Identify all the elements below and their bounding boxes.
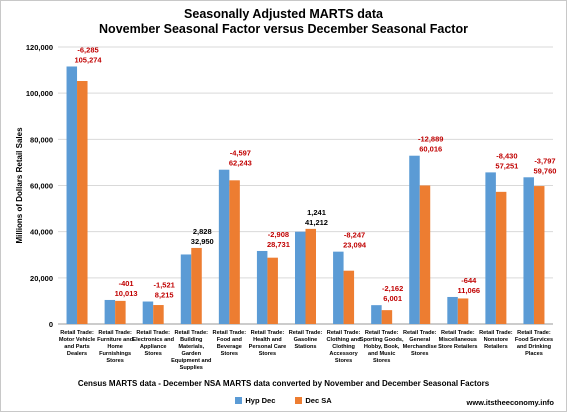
data-label-diff: -8,247 [344,231,365,240]
y-tick-label: 40,000 [30,228,53,237]
y-tick-label: 0 [49,320,53,329]
legend-label-dec-sa: Dec SA [305,396,332,405]
bar-dec-sa [457,298,469,324]
data-label-value: 6,001 [383,294,402,303]
data-label-diff: -6,285 [77,45,98,54]
y-axis-title: Millions of Dollars Retail Sales [15,127,24,244]
bar-dec-sa [533,186,545,324]
data-label-diff: -401 [119,279,134,288]
bar-dec-sa [191,247,202,324]
x-tick-label: Retail Trade: Clothing and Clothing Accesso… [326,330,361,364]
bar-dec-sa [115,300,126,324]
data-label-value: 8,215 [155,291,174,300]
bar-dec-sa [343,270,355,324]
bar-hyp-dec [218,169,230,324]
data-label-diff: -4,597 [230,149,251,158]
data-label-diff: -8,430 [496,151,517,160]
legend-swatch-dec-sa [295,397,303,404]
bar-dec-sa [229,180,240,324]
x-tick-label: Retail Trade: Health and Personal Care Stor… [249,330,287,357]
x-tick-label: Retail Trade: Food and Beverage Stores [213,330,247,357]
data-label-value: 59,760 [533,166,556,175]
bar-hyp-dec [485,172,496,324]
data-label-diff: 1,241 [307,208,326,217]
x-tick-label: Retail Trade: General Merchandise Stores [403,330,437,357]
data-label-diff: -3,797 [534,156,555,165]
bar-hyp-dec [409,155,420,324]
x-tick-label: Retail Trade: Gasoline Stations [289,330,323,350]
bar-hyp-dec [295,231,306,324]
x-tick-label: Retail Trade: Nonstore Retailers [479,330,513,350]
legend-item-dec-sa: Dec SA [295,396,332,405]
data-label-diff: -12,889 [418,135,443,144]
bar-hyp-dec [371,305,382,324]
bar-dec-sa [267,257,278,324]
x-tick-label: Retail Trade: Food Services and Drinking Pl… [515,330,553,357]
legend-item-hyp-dec: Hyp Dec [235,396,275,405]
x-tick-label: Retail Trade: Building Materials, Garden Equ… [171,330,212,371]
bar-dec-sa [381,310,393,324]
data-label-value: 11,066 [458,286,481,295]
bar-dec-sa [495,191,507,324]
bar-hyp-dec [523,177,534,324]
y-tick-label: 60,000 [30,182,53,191]
bar-dec-sa [153,305,164,324]
x-tick-label: Retail Trade: Miscellaneous Store Retailer… [438,330,477,350]
y-tick-label: 20,000 [30,274,53,283]
chart-title: Seasonally Adjusted MARTS data [184,7,383,21]
data-label-value: 57,251 [495,161,518,170]
legend-label-hyp-dec: Hyp Dec [245,396,276,405]
y-tick-label: 100,000 [26,89,53,98]
bar-hyp-dec [66,66,78,324]
data-label-diff: 2,828 [193,227,212,236]
legend-swatch-hyp-dec [235,397,243,404]
legend: Hyp Dec Dec SA [1,396,566,405]
x-tick-label: Retail Trade: Motor Vehicle and Parts Deale… [59,330,95,357]
y-tick-label: 80,000 [30,135,53,144]
data-label-value: 32,950 [191,237,214,246]
data-label-diff: -644 [461,276,477,285]
bar-hyp-dec [180,254,192,324]
bar-chart: 0 20,000 40,000 60,000 80,000 100,000 120,000 M… [15,43,556,371]
bar-dec-sa [305,228,316,324]
data-label-value: 41,212 [305,218,328,227]
data-label-diff: -2,908 [268,230,289,239]
data-label-value: 23,094 [343,241,367,250]
data-label-value: 28,731 [267,240,290,249]
bar-hyp-dec [256,250,268,324]
data-label-value: 60,016 [419,145,442,154]
source-url: www.itstheeconomy.info [466,398,554,407]
chart-subtitle: November Seasonal Factor versus December… [99,22,468,36]
x-axis-title: Census MARTS data - December NSA MARTS d… [77,379,490,388]
data-label-value: 105,274 [74,55,102,64]
x-tick-label: Retail Trade: Electronics and Appliance Sto… [132,330,174,357]
bar-dec-sa [419,185,431,324]
bar-hyp-dec [104,299,116,324]
x-tick-label: Retail Trade: Sporting Goods, Hobby, Book,… [360,330,404,364]
y-tick-label: 120,000 [26,43,53,52]
data-label-value: 10,013 [115,289,138,298]
data-label-diff: -1,521 [154,281,175,290]
bar-hyp-dec [142,301,154,324]
bar-hyp-dec [333,251,344,324]
x-tick-label: Retail Trade: Furniture and Home Furnishing… [97,330,134,364]
data-label-diff: -2,162 [382,284,403,293]
bar-dec-sa [77,80,88,324]
data-label-value: 62,243 [229,159,252,168]
bar-hyp-dec [447,296,458,324]
